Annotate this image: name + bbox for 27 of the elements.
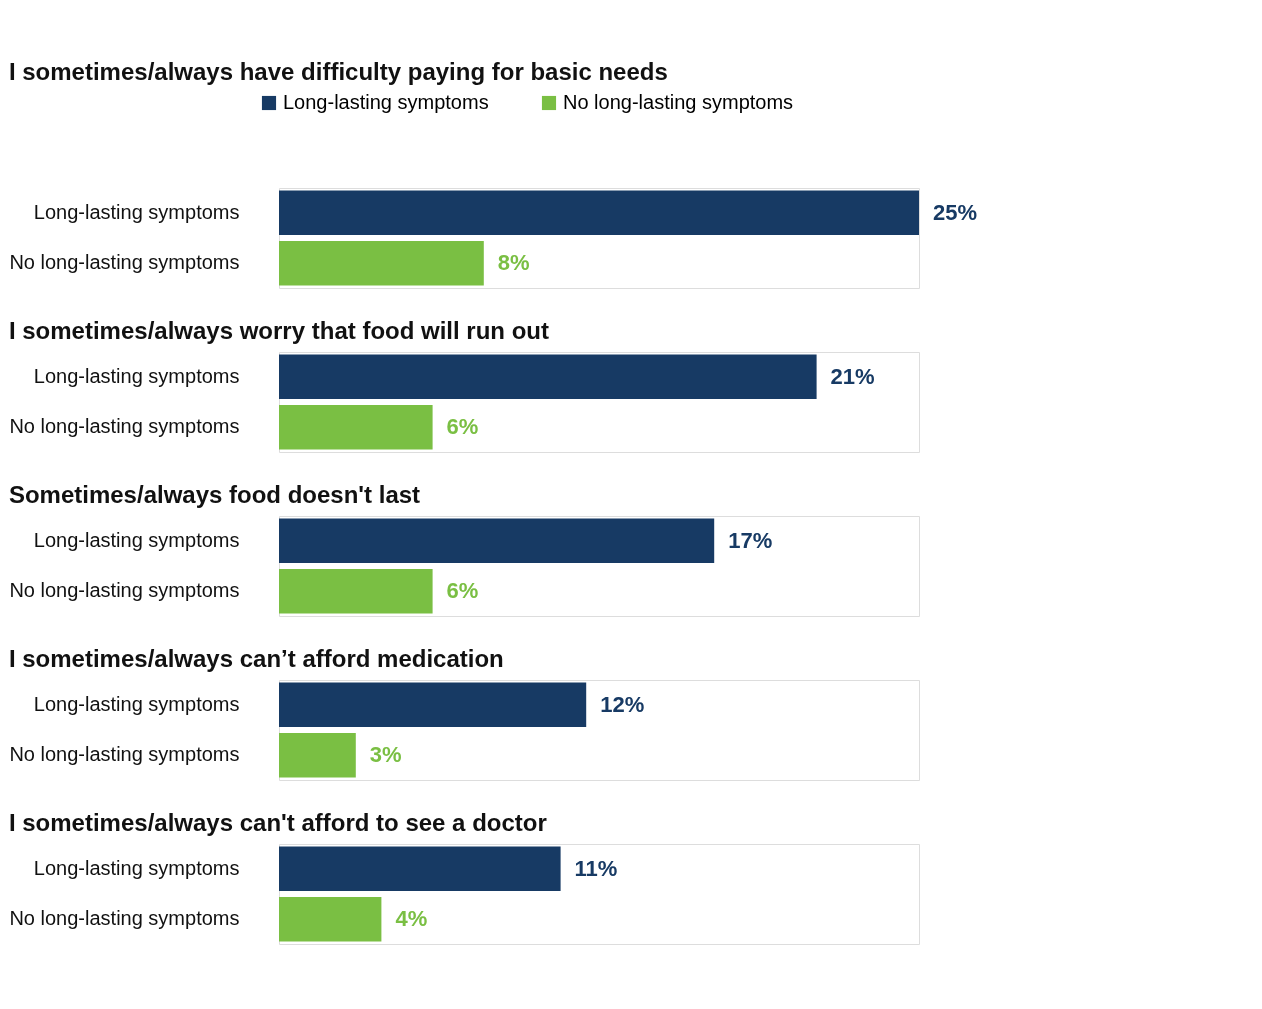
chart-title: Sometimes/always food doesn't last <box>8 481 421 508</box>
data-label: 4% <box>395 906 428 932</box>
data-label: 21% <box>830 363 875 389</box>
data-label: 3% <box>369 742 402 768</box>
data-label: 25% <box>933 199 978 225</box>
data-label: 17% <box>728 527 773 553</box>
y-tick-label: Long-lasting symptoms <box>33 364 240 387</box>
data-label: 6% <box>446 414 479 440</box>
chart-title: I sometimes/always worry that food will run out <box>8 317 550 344</box>
data-label: 8% <box>497 250 530 276</box>
y-tick-label: No long-lasting symptoms <box>9 415 240 438</box>
data-label: 6% <box>446 578 479 604</box>
data-label: 11% <box>574 855 618 881</box>
y-tick-label: Long-lasting symptoms <box>33 856 240 879</box>
chart-title: I sometimes/always can’t afford medication <box>8 645 504 672</box>
y-tick-label: Long-lasting symptoms <box>33 528 240 551</box>
chart-title: I sometimes/always can't afford to see a doctor <box>8 809 547 836</box>
legend-label: No long-lasting symptoms <box>563 91 794 113</box>
data-label: 12% <box>600 691 645 717</box>
y-tick-label: Long-lasting symptoms <box>33 200 240 223</box>
y-tick-label: No long-lasting symptoms <box>9 579 240 602</box>
y-tick-label: No long-lasting symptoms <box>9 743 240 766</box>
y-tick-label: No long-lasting symptoms <box>9 251 240 274</box>
chart-title: I sometimes/always have difficulty paying for basic needs <box>8 58 668 85</box>
y-tick-label: Long-lasting symptoms <box>33 692 240 715</box>
legend-label: Long-lasting symptoms <box>283 91 489 113</box>
y-tick-label: No long-lasting symptoms <box>9 907 240 930</box>
